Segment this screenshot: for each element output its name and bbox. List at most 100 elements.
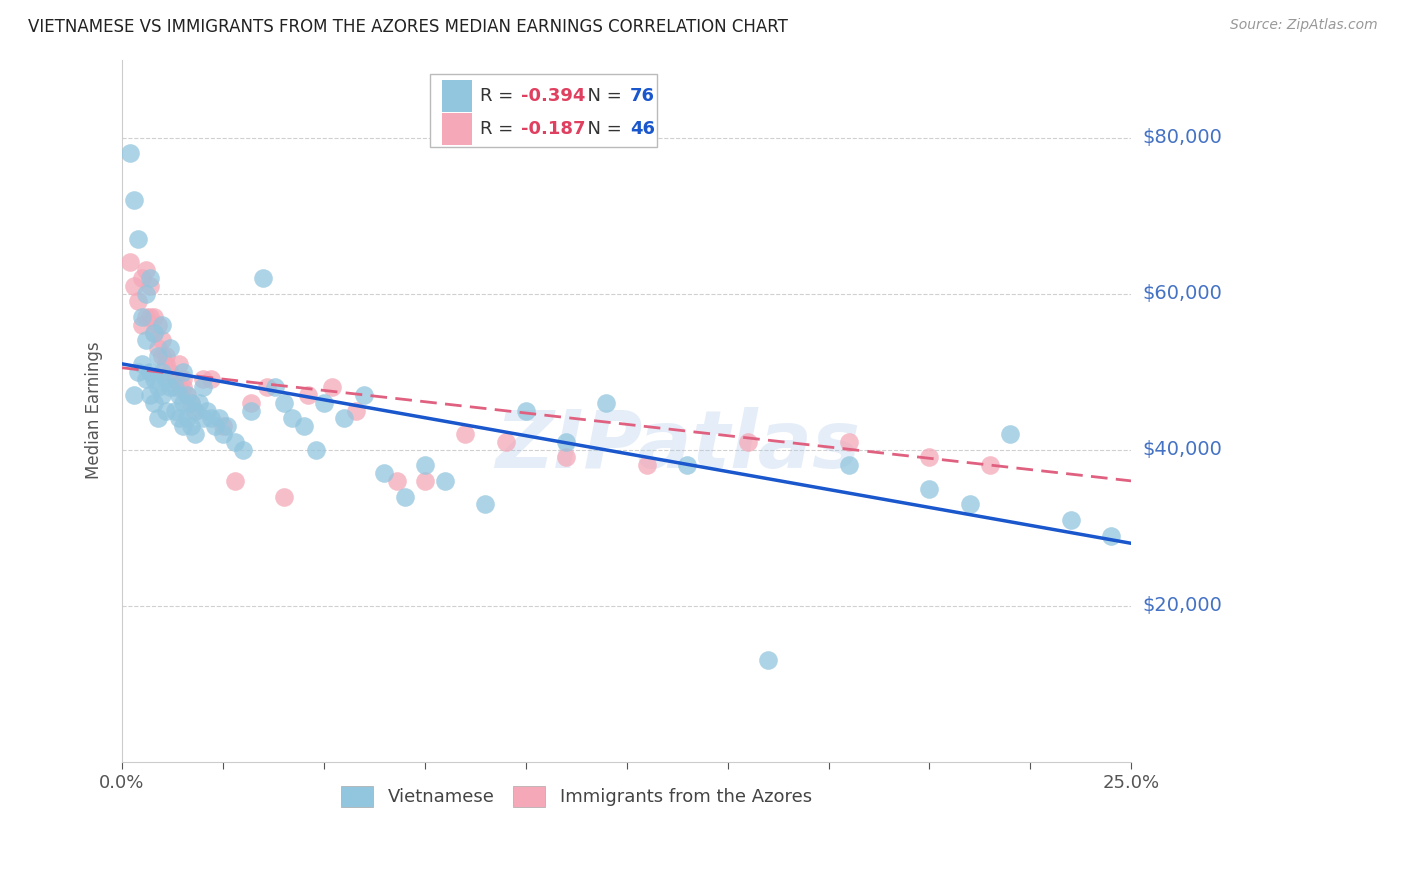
- Point: [305, 442, 328, 457]
- Point: [172, 396, 194, 410]
- Point: [155, 357, 177, 371]
- Point: [252, 271, 274, 285]
- Point: [998, 427, 1021, 442]
- Point: [143, 326, 166, 340]
- Point: [737, 434, 759, 449]
- FancyBboxPatch shape: [441, 80, 472, 112]
- Point: [135, 334, 157, 348]
- Point: [180, 396, 202, 410]
- Point: [139, 271, 162, 285]
- Point: [344, 403, 367, 417]
- Point: [191, 380, 214, 394]
- Point: [555, 434, 578, 449]
- Point: [838, 434, 860, 449]
- Point: [333, 411, 356, 425]
- Point: [183, 403, 205, 417]
- Point: [127, 232, 149, 246]
- Text: $40,000: $40,000: [1143, 440, 1222, 459]
- Point: [163, 403, 186, 417]
- Point: [183, 427, 205, 442]
- Point: [139, 310, 162, 324]
- Point: [167, 388, 190, 402]
- Point: [152, 318, 174, 332]
- Text: R =: R =: [481, 120, 519, 138]
- Point: [756, 653, 779, 667]
- Point: [256, 380, 278, 394]
- Point: [474, 497, 496, 511]
- Point: [167, 411, 190, 425]
- Point: [353, 388, 375, 402]
- Point: [240, 403, 263, 417]
- Point: [208, 411, 231, 425]
- Point: [148, 341, 170, 355]
- Point: [159, 365, 181, 379]
- Point: [195, 403, 218, 417]
- Point: [191, 411, 214, 425]
- Point: [155, 349, 177, 363]
- Point: [127, 294, 149, 309]
- Point: [143, 326, 166, 340]
- Point: [152, 365, 174, 379]
- Point: [454, 427, 477, 442]
- Point: [180, 419, 202, 434]
- Text: $20,000: $20,000: [1143, 596, 1222, 615]
- Point: [434, 474, 457, 488]
- Point: [127, 365, 149, 379]
- Point: [312, 396, 335, 410]
- Text: 46: 46: [630, 120, 655, 138]
- Point: [172, 419, 194, 434]
- Text: Source: ZipAtlas.com: Source: ZipAtlas.com: [1230, 18, 1378, 32]
- Point: [555, 450, 578, 465]
- Point: [273, 490, 295, 504]
- Point: [131, 271, 153, 285]
- Point: [183, 403, 205, 417]
- Point: [148, 411, 170, 425]
- Point: [176, 388, 198, 402]
- Y-axis label: Median Earnings: Median Earnings: [86, 342, 103, 480]
- Point: [139, 278, 162, 293]
- Point: [167, 357, 190, 371]
- Point: [159, 380, 181, 394]
- Point: [273, 396, 295, 410]
- Point: [373, 466, 395, 480]
- Point: [148, 349, 170, 363]
- Point: [152, 334, 174, 348]
- Point: [155, 403, 177, 417]
- Text: R =: R =: [481, 87, 519, 104]
- Point: [204, 419, 226, 434]
- Point: [200, 372, 222, 386]
- Point: [292, 419, 315, 434]
- Point: [232, 442, 254, 457]
- Text: N =: N =: [576, 87, 627, 104]
- Point: [176, 388, 198, 402]
- Text: $80,000: $80,000: [1143, 128, 1222, 147]
- Point: [172, 380, 194, 394]
- Point: [212, 427, 235, 442]
- Point: [215, 419, 238, 434]
- Point: [122, 193, 145, 207]
- Point: [159, 341, 181, 355]
- Point: [163, 372, 186, 386]
- Text: VIETNAMESE VS IMMIGRANTS FROM THE AZORES MEDIAN EARNINGS CORRELATION CHART: VIETNAMESE VS IMMIGRANTS FROM THE AZORES…: [28, 18, 787, 36]
- Point: [172, 365, 194, 379]
- Point: [122, 388, 145, 402]
- Point: [139, 365, 162, 379]
- Text: N =: N =: [576, 120, 627, 138]
- Point: [495, 434, 517, 449]
- FancyBboxPatch shape: [441, 113, 472, 145]
- Point: [120, 146, 142, 161]
- Point: [135, 372, 157, 386]
- Point: [394, 490, 416, 504]
- Point: [191, 372, 214, 386]
- Point: [167, 380, 190, 394]
- Point: [595, 396, 617, 410]
- Point: [413, 458, 436, 473]
- Point: [180, 396, 202, 410]
- Point: [131, 310, 153, 324]
- Point: [959, 497, 981, 511]
- FancyBboxPatch shape: [430, 74, 657, 147]
- Point: [122, 278, 145, 293]
- Point: [224, 434, 246, 449]
- Point: [187, 396, 209, 410]
- Point: [212, 419, 235, 434]
